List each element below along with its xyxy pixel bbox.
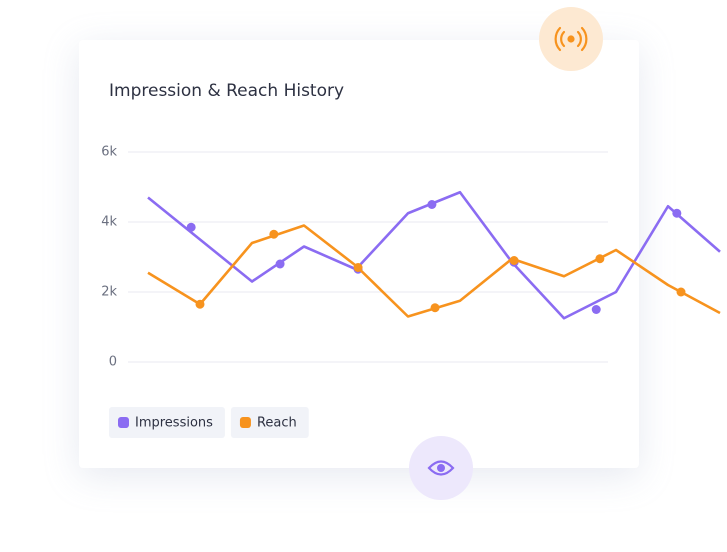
data-point <box>509 256 519 265</box>
chart-title: Impression & Reach History <box>109 81 344 101</box>
data-point <box>591 305 601 314</box>
data-point <box>269 229 279 239</box>
data-point <box>275 259 285 269</box>
legend-swatch <box>239 417 251 428</box>
legend-item: Impressions <box>109 407 225 438</box>
card <box>79 40 639 468</box>
legend-chip <box>109 407 225 438</box>
data-point <box>676 287 686 297</box>
eye-icon <box>427 460 455 476</box>
broadcast-icon <box>554 26 588 52</box>
y-tick-label: 0 <box>109 355 117 370</box>
data-point <box>430 303 440 313</box>
data-point <box>186 222 196 232</box>
legend-label: Impressions <box>135 416 213 431</box>
legend-label: Reach <box>257 416 297 431</box>
data-point <box>672 208 682 218</box>
y-tick-label: 2k <box>101 285 117 300</box>
y-tick-label: 4k <box>101 215 117 230</box>
data-point <box>195 299 205 309</box>
data-point <box>595 254 605 264</box>
legend-chip <box>230 407 309 438</box>
data-point <box>353 263 363 272</box>
data-point <box>427 200 437 209</box>
legend-swatch <box>118 417 129 428</box>
legend-item: Reach <box>230 407 309 438</box>
y-tick-label: 6k <box>101 145 117 160</box>
